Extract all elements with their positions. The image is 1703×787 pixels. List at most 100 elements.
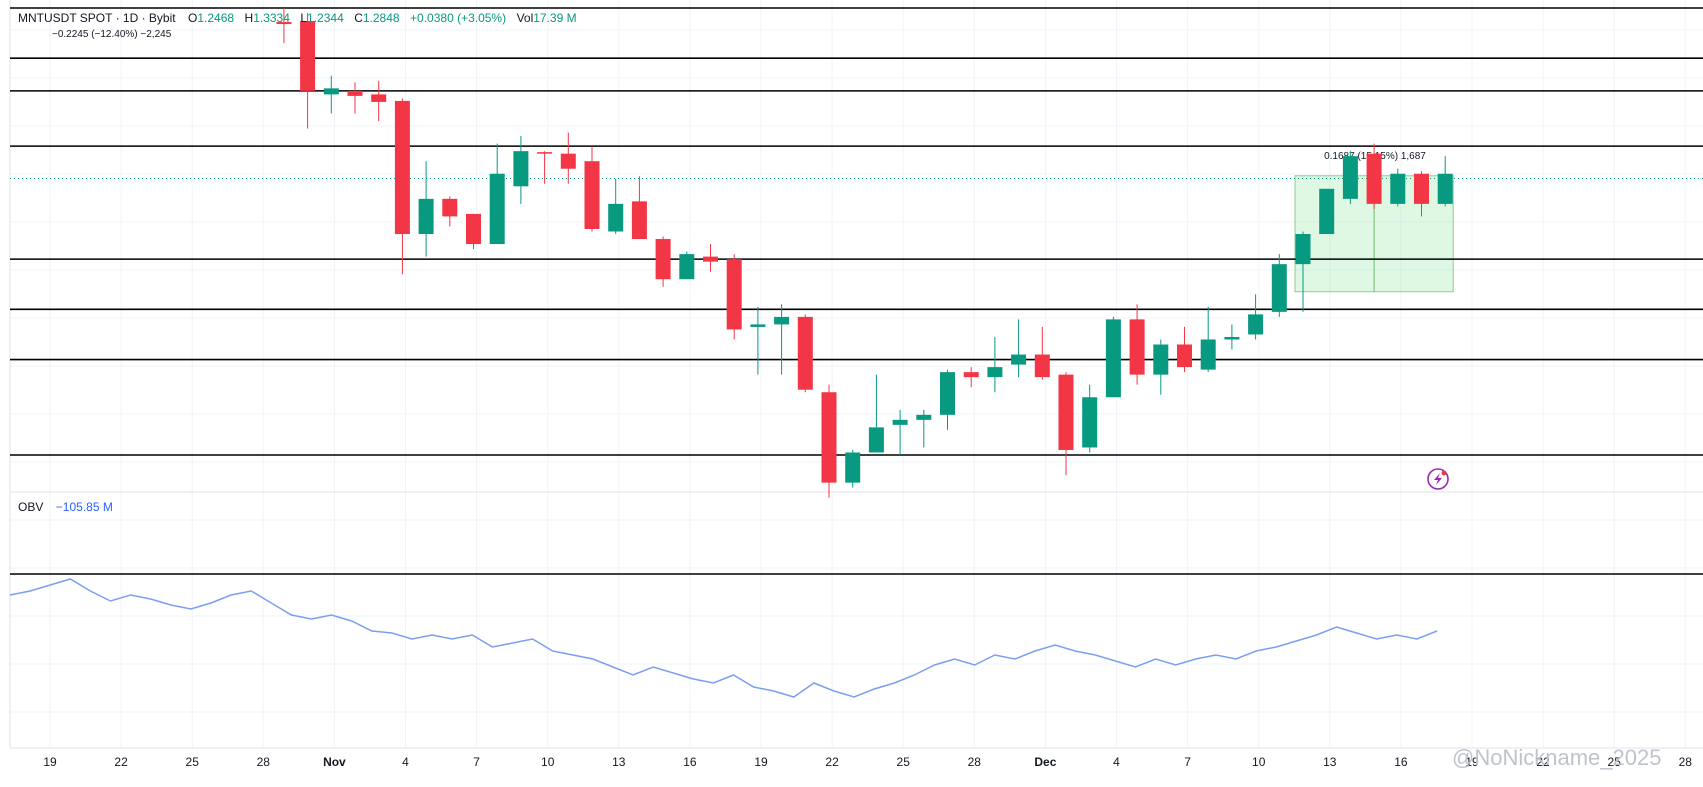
candle-body [797,316,813,390]
candle-body [774,316,790,325]
x-tick-label: 7 [1184,755,1191,769]
x-tick-label: 16 [1394,755,1408,769]
x-tick-label: 7 [473,755,480,769]
candle-body [1011,354,1027,365]
candle-body [489,173,505,245]
candle-body [1366,153,1382,204]
legend-line: MNTUSDT SPOT · 1D · Bybit O1.2468 H1.333… [18,9,577,26]
x-tick-label: 13 [612,755,626,769]
candles [276,8,1453,498]
obv-legend: OBV −105.85 M [18,498,113,515]
legend-close-label: C [354,11,363,25]
candle-body [1342,156,1358,199]
x-tick-label: Dec [1034,755,1056,769]
candle-body [868,427,884,453]
x-tick-label: 10 [1252,755,1266,769]
candle-body [679,254,695,280]
obv-label: OBV [18,500,43,514]
x-tick-label: 22 [825,755,839,769]
grid [9,0,1703,748]
legend-open-label: O [188,11,197,25]
legend-vol-label: Vol [517,11,534,25]
candle-body [1437,173,1453,204]
candle-body [537,152,553,154]
x-tick-label: 16 [683,755,697,769]
candle-body [466,213,481,245]
candle-body [703,256,718,262]
legend-low-label: L [300,11,307,25]
candle-body [1295,234,1311,265]
x-tick-label: 22 [114,755,128,769]
candle-body [371,94,387,102]
x-tick-label: 19 [754,755,768,769]
candle-body [1224,336,1240,340]
obv-pane [9,573,1703,698]
candle-body [1034,354,1050,378]
candle-body [347,90,363,96]
x-tick-label: 10 [541,755,555,769]
candle-body [1153,344,1169,375]
candle-body [963,372,979,378]
candle-body [1414,173,1429,204]
candle-body [1177,344,1192,368]
x-tick-label: Nov [323,755,346,769]
candle-body [584,161,600,229]
candle-body [821,392,837,483]
candle-body [940,372,955,415]
candle-body [276,22,292,25]
candle-body [892,419,908,425]
flash-circle-icon[interactable] [1427,468,1449,490]
obv-line [9,578,1438,698]
candle-body [1082,397,1098,448]
x-tick-label: 28 [1679,755,1693,769]
candle-body [1319,188,1335,235]
candle-body [300,21,316,91]
candle-body [323,88,339,95]
legend-low: 1.2344 [307,11,344,25]
candle-body [1271,264,1287,312]
obv-value: −105.85 M [56,500,113,514]
x-tick-label: 19 [43,755,57,769]
candle-body [513,151,529,187]
candle-body [1248,314,1264,335]
candle-body [1105,319,1121,398]
legend-prev-change: −0.2245 (−12.40%) −2,245 [52,29,172,40]
candle-body [1058,374,1074,450]
candle-body [631,201,647,240]
candle-body [442,198,458,217]
candle-body [1129,319,1145,375]
legend-title: MNTUSDT SPOT · 1D · Bybit [18,11,176,25]
x-tick-label: 28 [257,755,271,769]
x-tick-label: 25 [1608,755,1622,769]
x-tick-label: 4 [1113,755,1120,769]
candle-body [1390,173,1406,204]
candle-body [560,153,576,169]
legend-vol: 17.39 M [533,11,576,25]
candle-body [394,100,410,235]
candle-body [750,324,766,327]
candle-body [1200,339,1216,370]
legend-high: 1.3334 [253,11,290,25]
x-tick-label: 28 [968,755,982,769]
candle-body [608,203,624,232]
watermark: @NoNickname_2025 [1452,745,1661,770]
x-tick-label: 25 [186,755,200,769]
candle-body [726,259,742,330]
candle-body [916,414,932,420]
candle-body [418,198,434,235]
legend-close: 1.2848 [363,11,400,25]
x-tick-label: 13 [1323,755,1337,769]
legend-high-label: H [245,11,254,25]
horizontal-levels[interactable] [10,7,1703,456]
x-axis: 19 22 25 28 Nov 4 7 10 13 16 19 22 25 28 Dec 4 7 10 13 16 19… [10,747,1703,769]
x-tick-label: 22 [1536,755,1550,769]
x-tick-label: 4 [402,755,409,769]
candle-body [655,239,671,280]
x-tick-label: 19 [1465,755,1479,769]
legend-change: +0.0380 (+3.05%) [410,11,506,25]
x-tick-label: 25 [897,755,911,769]
candle-body [845,452,861,483]
candle-body [987,367,1003,378]
